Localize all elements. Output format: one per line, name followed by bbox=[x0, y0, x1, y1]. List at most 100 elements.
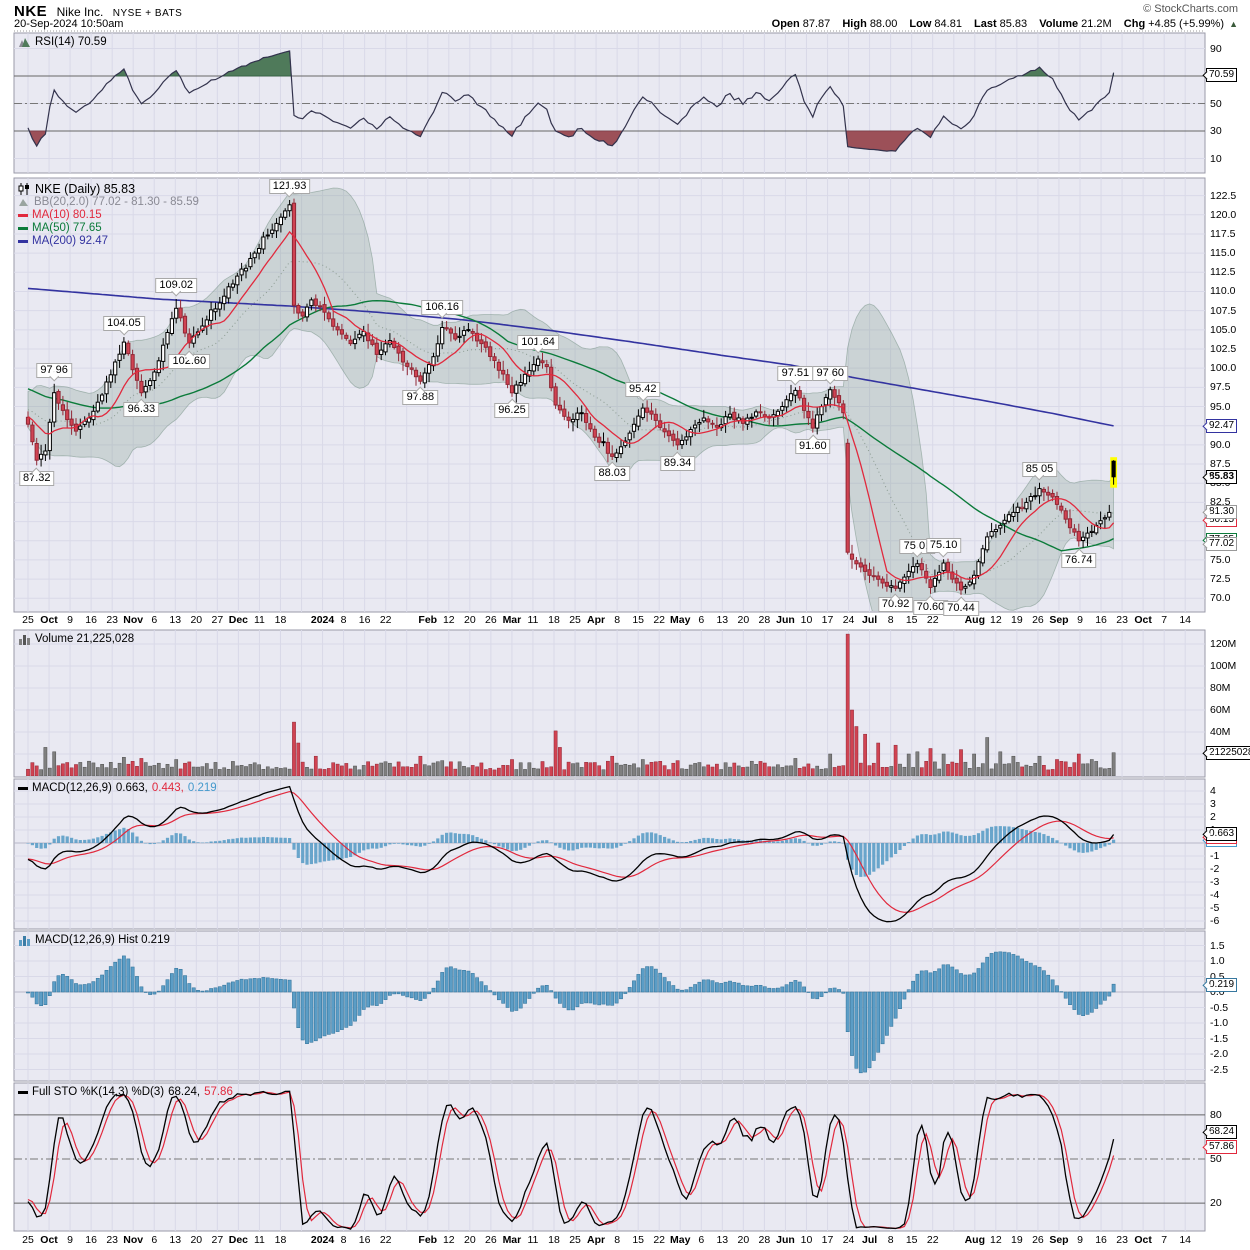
x-axis-label: 7 bbox=[1161, 1234, 1168, 1246]
x-axis-label: 15 bbox=[632, 1234, 644, 1246]
ma50-legend: MA(50) 77.65 bbox=[18, 222, 102, 234]
y-axis-label: 100.0 bbox=[1210, 362, 1237, 375]
x-axis-label: 11 bbox=[253, 614, 265, 626]
axis-value-box: 0.219 bbox=[1206, 978, 1238, 993]
y-axis-label: 100M bbox=[1210, 660, 1237, 672]
x-axis-label: Apr bbox=[587, 1234, 606, 1246]
stockcharts-copyright: © StockCharts.com bbox=[1143, 3, 1238, 15]
y-axis-label: 80 bbox=[1210, 1108, 1222, 1121]
y-axis-label: -0.5 bbox=[1210, 1001, 1229, 1014]
price-annotation: 85.05 bbox=[1021, 461, 1058, 477]
macd-signal-line bbox=[27, 790, 1114, 913]
x-axis-label: Aug bbox=[964, 614, 986, 626]
x-axis-label: 23 bbox=[106, 614, 118, 626]
volume-legend-label: Volume 21,225,028 bbox=[35, 633, 135, 645]
x-axis-label: May bbox=[670, 614, 691, 626]
x-axis-label: 17 bbox=[821, 1234, 834, 1246]
volume-legend: Volume 21,225,028 bbox=[18, 633, 134, 645]
x-axis-label: 13 bbox=[169, 1234, 182, 1246]
bollinger-band bbox=[27, 187, 1114, 611]
y-axis-label: 60M bbox=[1210, 704, 1231, 716]
y-axis-label: 110.0 bbox=[1210, 285, 1236, 298]
price-panel bbox=[13, 177, 1206, 613]
ma200-line bbox=[27, 287, 1114, 427]
axis-value-box: 57.86 bbox=[1206, 1140, 1238, 1155]
y-axis-label: -2 bbox=[1210, 863, 1220, 875]
x-axis-label: 16 bbox=[358, 1234, 371, 1246]
chg-label: Chg bbox=[1123, 18, 1146, 30]
y-axis-label: 10 bbox=[1210, 152, 1222, 165]
sto-panel bbox=[13, 1082, 1206, 1232]
price-annotation: 101.64 bbox=[517, 334, 559, 350]
y-axis-label: 90.0 bbox=[1210, 438, 1231, 451]
y-axis-label: -1.5 bbox=[1210, 1032, 1229, 1045]
x-axis-label: Oct bbox=[1134, 614, 1152, 626]
x-axis-label: 12 bbox=[442, 614, 455, 626]
high-value: 88.00 bbox=[869, 18, 898, 30]
x-axis-label: 20 bbox=[463, 614, 476, 626]
y-axis-label: 50 bbox=[1210, 97, 1222, 110]
ma200-line-icon bbox=[18, 239, 28, 243]
y-axis-label: 117.5 bbox=[1210, 227, 1236, 240]
x-axis-label: 6 bbox=[698, 1234, 705, 1246]
x-axis-label: Mar bbox=[502, 1234, 522, 1246]
y-axis-label: 120M bbox=[1210, 638, 1237, 650]
macd-line bbox=[27, 785, 1115, 923]
y-axis-label: -1.0 bbox=[1210, 1017, 1229, 1029]
x-axis-label: 24 bbox=[842, 614, 855, 626]
quote-summary: Open 87.87 High 88.00 Low 84.81 Last 85.83 V… bbox=[763, 18, 1238, 30]
x-axis-label: 20 bbox=[190, 614, 203, 626]
price-annotation: 97.88 bbox=[402, 390, 439, 406]
open-label: Open bbox=[771, 18, 800, 30]
x-axis-label: 28 bbox=[758, 614, 771, 626]
x-axis-label: 9 bbox=[67, 1234, 73, 1246]
bb-legend-label: BB(20,2.0) 77.02 - 81.30 - 85.59 bbox=[34, 196, 199, 208]
x-axis-label: 11 bbox=[527, 614, 539, 626]
x-axis-label: 20 bbox=[737, 614, 750, 626]
price-legend-label: NKE (Daily) 85.83 bbox=[35, 182, 136, 196]
macd-legend-label: MACD(12,26,9) bbox=[32, 782, 112, 794]
rsi-legend: RSI(14) 70.59 bbox=[18, 36, 107, 48]
ma10-line bbox=[27, 230, 1115, 582]
x-axis-label: 8 bbox=[614, 614, 621, 626]
chg-value: +4.85 (+5.99%) bbox=[1148, 18, 1225, 30]
x-axis-label: Nov bbox=[123, 1234, 144, 1246]
high-label: High bbox=[842, 18, 867, 30]
x-axis-label: 16 bbox=[1095, 1234, 1107, 1246]
x-axis-label: 18 bbox=[274, 614, 287, 626]
histogram-bars-icon bbox=[19, 935, 30, 946]
x-axis-label: 19 bbox=[1011, 1234, 1023, 1246]
price-annotation: 109.02 bbox=[155, 277, 198, 293]
company-name: Nike Inc. bbox=[56, 5, 104, 19]
y-axis-label: 3 bbox=[1210, 798, 1216, 810]
macd-hist-legend: MACD(12,26,9) Hist 0.219 bbox=[18, 934, 170, 946]
volume-value: 21.2M bbox=[1081, 18, 1112, 30]
x-axis-label: Mar bbox=[502, 614, 522, 626]
price-annotation: 89.34 bbox=[659, 455, 696, 471]
bb-legend: BB(20,2.0) 77.02 - 81.30 - 85.59 bbox=[18, 196, 199, 208]
price-annotation: 106.16 bbox=[421, 299, 464, 315]
sto-k-line bbox=[27, 1090, 1115, 1230]
y-axis-label: 107.5 bbox=[1210, 304, 1237, 317]
axis-value-box: 68.24 bbox=[1206, 1125, 1238, 1140]
x-axis-label: 9 bbox=[1077, 1234, 1083, 1246]
y-axis-label: 1.0 bbox=[1210, 955, 1225, 967]
y-axis-label: 4 bbox=[1210, 785, 1216, 797]
sto-legend-label: Full STO %K(14,3) %D(3) bbox=[32, 1086, 165, 1098]
x-axis-label: 8 bbox=[887, 1234, 894, 1246]
y-axis-label: -1 bbox=[1210, 850, 1220, 862]
price-annotation: 88.03 bbox=[594, 465, 630, 481]
price-annotation: 97.96 bbox=[36, 362, 72, 378]
macd-legend: MACD(12,26,9) 0.663, 0.443, 0.219 bbox=[18, 782, 217, 794]
x-axis-label: 25 bbox=[22, 614, 34, 626]
y-axis-label: 2 bbox=[1210, 811, 1216, 823]
x-axis-label: Dec bbox=[228, 614, 249, 626]
price-annotation: 70.44 bbox=[943, 600, 979, 616]
x-axis-label: 17 bbox=[821, 614, 834, 626]
y-axis-label: 97.5 bbox=[1210, 381, 1231, 394]
x-axis-label: 22 bbox=[653, 1234, 666, 1246]
x-axis-label: Apr bbox=[587, 614, 606, 626]
x-axis-label: 8 bbox=[887, 614, 894, 626]
x-axis-label: 26 bbox=[485, 1234, 497, 1246]
chart-header: NKE Nike Inc. NYSE + BATS © StockCharts.… bbox=[14, 3, 1238, 20]
